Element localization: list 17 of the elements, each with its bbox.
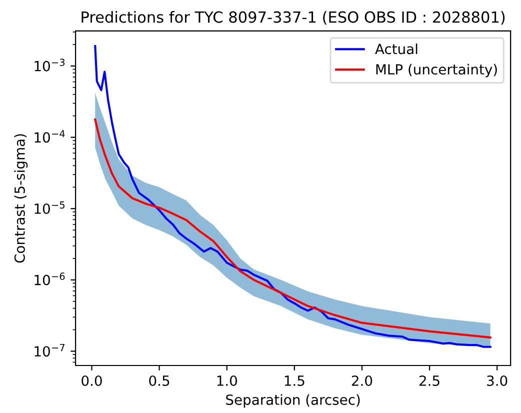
x-tick-label: 0.0 <box>82 375 102 386</box>
y-axis-title: Contrast (5-sigma) <box>14 134 28 263</box>
x-tick-label: 2.5 <box>419 375 440 386</box>
x-tick-label: 2.0 <box>352 375 372 386</box>
legend-label: Actual <box>375 43 418 54</box>
y-tick-label: 10$^{−3}$ <box>34 58 65 72</box>
x-tick-label: 0.5 <box>149 375 170 386</box>
y-tick-label: 10$^{−4}$ <box>34 130 65 143</box>
x-axis-title: Separation (arcsec) <box>226 394 360 408</box>
y-tick-label: 10$^{−6}$ <box>34 272 65 286</box>
y-tick-label: 10$^{−7}$ <box>34 344 64 357</box>
x-tick-label: 3.0 <box>487 375 508 386</box>
legend-label: MLP (uncertainty) <box>376 64 497 78</box>
chart-title: Predictions for TYC 8097-337-1 (ESO OBS ID : 2028801) <box>82 11 505 25</box>
x-tick-label: 1.0 <box>217 375 237 386</box>
y-tick-label: 10$^{−5}$ <box>34 201 64 214</box>
x-tick-label: 1.5 <box>284 376 304 386</box>
